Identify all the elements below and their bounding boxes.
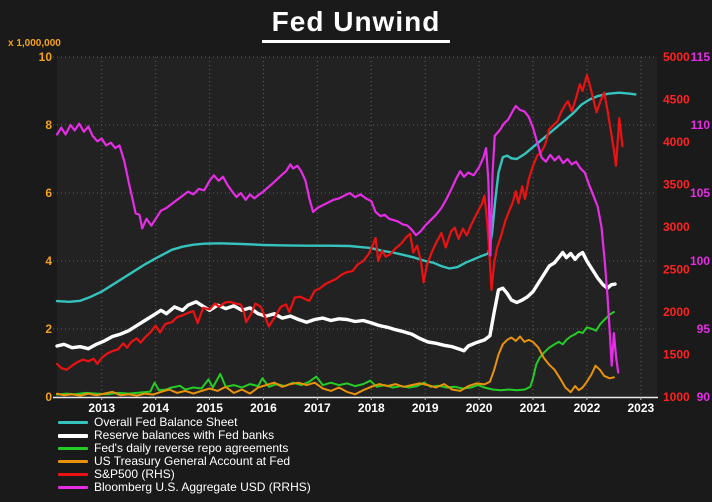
x-axis-tick: 2018 [358,401,385,415]
series-line [56,335,615,397]
rhs-axis-tick: 3000 [663,220,690,234]
legend-label: Fed's daily reverse repo agreements [94,441,289,455]
legend-swatch [58,421,88,424]
legend-label: Reserve balances with Fed banks [94,428,275,442]
left-axis-tick: 10 [39,50,53,64]
rrhs-axis-tick: 115 [691,50,711,64]
legend-item: US Treasury General Account at Fed [58,455,311,468]
legend-label: S&P500 (RHS) [94,467,175,481]
rhs-axis-tick: 2500 [663,263,690,277]
legend-item: Fed's daily reverse repo agreements [58,442,311,455]
legend-item: Overall Fed Balance Sheet [58,416,311,429]
left-axis-tick: 2 [45,322,52,336]
legend-swatch [58,473,88,476]
legend-swatch [58,460,88,463]
series-line [56,311,615,396]
rhs-axis-tick: 2000 [663,305,690,319]
x-axis-tick: 2021 [520,401,547,415]
series-line [55,73,624,371]
legend-label: Overall Fed Balance Sheet [94,415,238,429]
legend-label: US Treasury General Account at Fed [94,454,291,468]
legend-swatch [58,433,88,438]
legend: Overall Fed Balance Sheet Reserve balance… [58,416,311,494]
left-axis-tick: 6 [45,186,52,200]
x-axis-tick: 2019 [412,401,439,415]
series-line [55,250,617,353]
legend-swatch [58,486,88,489]
x-axis-tick: 2016 [250,401,277,415]
legend-item: S&P500 (RHS) [58,468,311,481]
rrhs-axis-tick: 105 [690,186,710,200]
rhs-axis-tick: 4500 [663,93,690,107]
chart-title: Fed Unwind [261,6,451,43]
left-axis-tick: 8 [45,118,52,132]
x-axis-tick: 2022 [574,401,601,415]
plot-background [57,57,657,397]
x-axis-tick: 2013 [88,401,115,415]
x-axis-tick: 2023 [627,401,654,415]
rrhs-axis-tick: 100 [690,254,710,268]
legend-item: Reserve balances with Fed banks [58,429,311,442]
rhs-axis-tick: 5000 [663,50,690,64]
rrhs-axis-tick: 95 [697,322,711,336]
x-axis-tick: 2014 [142,401,169,415]
left-axis-tick: 4 [45,254,52,268]
legend-item: Bloomberg U.S. Aggregate USD (RRHS) [58,481,311,494]
legend-swatch [58,447,88,450]
rhs-axis-tick: 3500 [663,178,690,192]
rrhs-axis-tick: 110 [691,118,711,132]
legend-label: Bloomberg U.S. Aggregate USD (RRHS) [94,480,311,494]
left-axis-unit-label: x 1,000,000 [8,38,61,49]
series-line [55,104,620,374]
x-axis-tick: 2020 [466,401,493,415]
rrhs-axis-tick: 90 [697,390,711,404]
rhs-axis-tick: 1500 [663,348,690,362]
x-axis-tick: 2015 [196,401,223,415]
x-axis-tick: 2017 [304,401,331,415]
rhs-axis-tick: 1000 [663,390,690,404]
rhs-axis-tick: 4000 [663,135,690,149]
title-wrap: Fed Unwind [0,6,712,43]
left-axis-tick: 0 [45,390,52,404]
